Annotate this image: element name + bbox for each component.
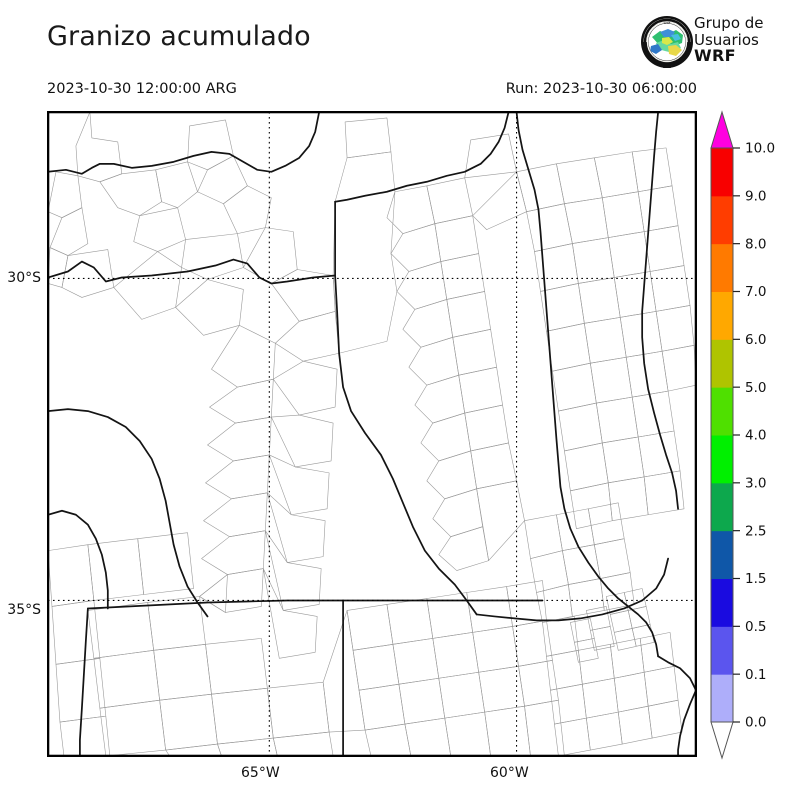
colorbar-tick-label: 0.1: [745, 667, 766, 683]
logo: WRF Grupo de Usuarios WRF: [638, 13, 798, 73]
colorbar-band: [711, 387, 733, 436]
colorbar-over-arrow: [710, 110, 734, 149]
graticule: [48, 112, 696, 756]
colorbar-svg: 0.0 0.1 0.5 1.5 2.5 3.0 4.0 5.0 6.0 7.0 8.0 9.0 10.0…: [710, 110, 775, 760]
province-boundaries: [48, 112, 696, 756]
colorbar-band: [711, 674, 733, 723]
svg-text:WRF: WRF: [664, 21, 671, 25]
lat-tick-label-35S: 35°S: [7, 602, 41, 618]
colorbar-band: [711, 435, 733, 484]
colorbar-tick-label: 2.5: [745, 523, 766, 539]
colorbar-tick-label: 3.0: [745, 475, 766, 491]
colorbar-band: [711, 339, 733, 388]
colorbar-tick-label: 8.0: [745, 236, 766, 252]
colorbar-band: [711, 530, 733, 579]
department-boundaries: [48, 112, 696, 756]
colorbar-tick-label: 0.5: [745, 619, 766, 635]
valid-time-label: 2023-10-30 12:00:00 ARG: [47, 81, 237, 97]
run-time-label: Run: 2023-10-30 06:00:00: [505, 81, 697, 97]
colorbar: 0.0 0.1 0.5 1.5 2.5 3.0 4.0 5.0 6.0 7.0 8.0 9.0 10.0…: [705, 110, 800, 760]
colorbar-tick-label: 1.5: [745, 571, 766, 587]
colorbar-tick-label: 0.0: [745, 715, 766, 731]
colorbar-band: [711, 626, 733, 675]
lon-tick-label-60W: 60°W: [490, 765, 529, 781]
colorbar-under-arrow: [710, 721, 734, 760]
colorbar-band: [711, 482, 733, 532]
logo-line-3: WRF: [694, 46, 736, 65]
colorbar-tick-label: 9.0: [745, 188, 766, 204]
colorbar-band: [711, 243, 733, 292]
map-plot-area: [47, 111, 697, 757]
lat-tick-label-30S: 30°S: [7, 270, 41, 286]
logo-text: Grupo de Usuarios WRF: [694, 15, 798, 65]
page-title: Granizo acumulado: [47, 21, 311, 52]
colorbar-tick-label: 5.0: [745, 380, 766, 396]
colorbar-band: [711, 195, 733, 245]
colorbar-band: [711, 291, 733, 340]
colorbar-tick-label: 7.0: [745, 284, 766, 300]
colorbar-band: [711, 578, 733, 627]
colorbar-band: [711, 148, 733, 197]
colorbar-tick-label: 4.0: [745, 428, 766, 444]
map-geography: [48, 112, 696, 756]
colorbar-bands: [710, 110, 734, 760]
lon-tick-label-65W: 65°W: [241, 765, 280, 781]
globe-emblem-icon: WRF: [641, 16, 693, 68]
colorbar-tick-label: 6.0: [745, 332, 766, 348]
colorbar-tick-label: 10.0: [745, 141, 775, 157]
colorbar-ticks: 0.0 0.1 0.5 1.5 2.5 3.0 4.0 5.0 6.0 7.0 8.0 9.0 10.0…: [733, 141, 775, 731]
logo-line-2: Usuarios: [694, 30, 759, 49]
logo-line-1: Grupo de: [694, 14, 764, 32]
